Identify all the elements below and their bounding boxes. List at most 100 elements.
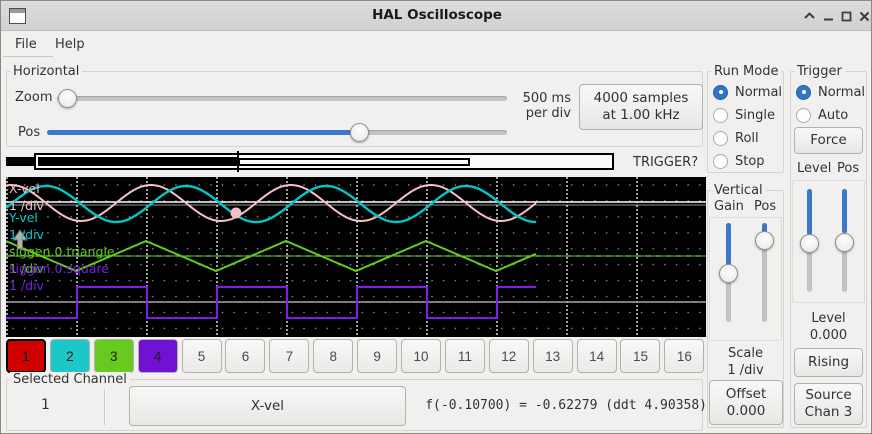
trigger-position-marker [237, 151, 239, 172]
trigger-pos-slider-handle[interactable] [835, 233, 854, 252]
radio-icon[interactable] [796, 107, 811, 123]
vertical-pos-slider[interactable] [762, 223, 767, 322]
run-mode-option-normal[interactable]: Normal [713, 83, 782, 101]
selected-channel-number: 1 [41, 397, 50, 413]
radio-icon[interactable] [713, 154, 728, 170]
channel-button-row: 1 2 3 4 5 6 7 8 9 10 11 12 13 14 15 16 [6, 339, 706, 373]
trigger-mode-option-label: Normal [818, 84, 866, 100]
vertical-pos-slider-handle[interactable] [755, 231, 774, 250]
trigger-status-label: TRIGGER? [633, 155, 699, 170]
trace-x-vel [6, 184, 537, 222]
vertical-slider-frame [709, 217, 782, 341]
channel-button-9[interactable]: 9 [357, 339, 398, 373]
channel-button-6[interactable]: 6 [225, 339, 266, 373]
channel-button-4[interactable]: 4 [137, 339, 178, 373]
scope-display[interactable]: X-vel 1 /div Y-vel 1 /div siggen.0.triangle 1… [6, 177, 706, 337]
trigger-mode-option-label: Auto [818, 107, 849, 123]
channel-button-5[interactable]: 5 [181, 339, 222, 373]
app-icon [9, 8, 26, 24]
channel-button-2[interactable]: 2 [49, 339, 90, 373]
trigger-slider-frame [792, 180, 865, 303]
vertical-offset-button[interactable]: Offset 0.000 [709, 380, 783, 425]
horizontal-pos-slider-handle[interactable] [350, 123, 369, 142]
menu-underline [3, 56, 53, 57]
vertical-title: Vertical [711, 183, 766, 198]
trigger-title: Trigger [794, 64, 845, 79]
time-per-div-label: 500 ms per div [522, 91, 571, 121]
vertical-gain-slider-fill [726, 223, 731, 265]
samples-rate-button[interactable]: 4000 samples at 1.00 kHz [579, 84, 703, 130]
vertical-pos-label: Pos [754, 199, 777, 214]
radio-icon[interactable] [713, 107, 728, 123]
record-pretrigger-fill [38, 157, 238, 166]
minimize-icon[interactable] [821, 9, 836, 24]
vertical-gain-slider-handle[interactable] [719, 264, 738, 283]
shade-window-icon[interactable] [802, 9, 817, 24]
trigger-mode-option-auto[interactable]: Auto [796, 106, 848, 124]
trace-siggen-0-triangle [6, 239, 537, 273]
trigger-level-slider-handle[interactable] [800, 234, 819, 253]
channel-readout: f(-0.10700) = -0.62279 (ddt 4.90358) [425, 398, 707, 413]
channel-button-15[interactable]: 15 [620, 339, 661, 373]
channel-button-16[interactable]: 16 [664, 339, 705, 373]
run-mode-option-label: Roll [735, 131, 759, 147]
record-posttrigger-outline [238, 157, 470, 166]
channel-button-13[interactable]: 13 [532, 339, 573, 373]
menu-bar: File Help [1, 31, 871, 58]
run-mode-option-roll[interactable]: Roll [713, 130, 759, 148]
channel-button-3[interactable]: 3 [93, 339, 134, 373]
run-mode-option-label: Single [735, 107, 775, 123]
trigger-force-button[interactable]: Force [794, 127, 863, 154]
selected-channel-separator [104, 389, 105, 425]
selected-channel-name-button[interactable]: X-vel [129, 386, 406, 426]
run-mode-option-single[interactable]: Single [713, 106, 775, 124]
channel-button-12[interactable]: 12 [488, 339, 529, 373]
channel-button-11[interactable]: 11 [444, 339, 485, 373]
pointer-cursor-icon [12, 229, 28, 250]
trigger-level-label: Level [811, 311, 846, 326]
scope-channel-label-6: siggen.0.square [9, 261, 109, 276]
run-mode-option-label: Stop [735, 154, 765, 170]
scope-channel-label-3: 1 /div [9, 227, 44, 242]
radio-icon[interactable] [713, 131, 728, 147]
trace-siggen-0-square [6, 286, 536, 319]
trigger-level-col-label: Level [797, 161, 832, 176]
pos-slider-label: Pos [18, 125, 41, 140]
horizontal-pos-slider-fill [47, 130, 359, 135]
trigger-mode-option-normal[interactable]: Normal [796, 83, 865, 101]
window-title: HAL Oscilloscope [372, 7, 502, 23]
scope-traces [6, 184, 706, 319]
channel-button-1[interactable]: 1 [6, 339, 46, 373]
horizontal-zoom-slider[interactable] [57, 96, 507, 101]
selected-channel-title: Selected Channel [10, 372, 130, 387]
vertical-scale-label: Scale [728, 346, 763, 361]
horizontal-zoom-slider-handle[interactable] [58, 89, 77, 108]
title-bar: HAL Oscilloscope [1, 1, 872, 31]
run-mode-option-stop[interactable]: Stop [713, 153, 765, 171]
vertical-gain-label: Gain [714, 199, 744, 214]
zoom-slider-label: Zoom [15, 90, 53, 105]
scope-channel-label-7: 1 /div [9, 278, 44, 293]
trigger-level-slider-fill [807, 189, 812, 235]
channel-button-10[interactable]: 10 [401, 339, 442, 373]
trigger-edge-button[interactable]: Rising [794, 348, 863, 377]
channel-button-14[interactable]: 14 [576, 339, 617, 373]
radio-icon[interactable] [796, 84, 811, 100]
run-mode-title: Run Mode [711, 64, 782, 79]
radio-icon[interactable] [713, 84, 728, 100]
trigger-level-value: 0.000 [809, 328, 848, 343]
trigger-pos-slider-fill [842, 189, 847, 233]
trigger-pos-col-label: Pos [837, 161, 860, 176]
close-icon[interactable] [857, 9, 872, 24]
menu-file[interactable]: File [15, 37, 37, 52]
maximize-icon[interactable] [839, 9, 854, 24]
trigger-source-button[interactable]: Source Chan 3 [794, 383, 863, 425]
scope-channel-label-4: siggen.0.triangle [9, 244, 115, 259]
channel-button-8[interactable]: 8 [313, 339, 354, 373]
selected-channel-panel [6, 379, 703, 431]
menu-help[interactable]: Help [55, 37, 85, 52]
channel-button-7[interactable]: 7 [269, 339, 310, 373]
scope-channel-label-0: X-vel [9, 181, 40, 196]
run-mode-option-label: Normal [735, 84, 783, 100]
